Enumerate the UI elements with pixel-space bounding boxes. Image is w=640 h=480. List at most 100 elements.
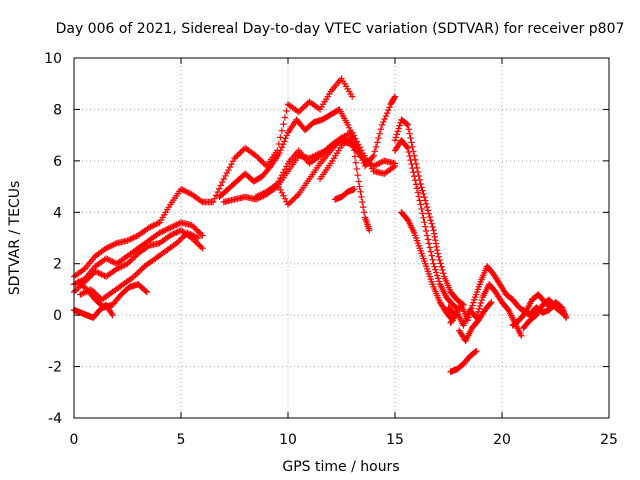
data-point [281, 195, 289, 202]
data-point [366, 227, 373, 234]
data-point [167, 232, 174, 239]
data-point [112, 240, 119, 248]
data-point [357, 188, 364, 195]
data-point [225, 166, 232, 174]
data-point [73, 285, 81, 293]
data-point [427, 248, 434, 255]
data-point [171, 222, 179, 229]
data-point [131, 233, 139, 241]
data-point [193, 226, 200, 233]
data-point [147, 223, 154, 231]
data-point [179, 234, 187, 241]
series-arc-1 [70, 75, 356, 280]
data-point [105, 256, 113, 264]
data-point [433, 269, 440, 276]
axes-layer [73, 57, 610, 419]
data-point [178, 235, 185, 242]
data-point [173, 239, 180, 247]
data-point [176, 237, 183, 244]
data-point [439, 266, 446, 274]
series-arc-22 [520, 296, 566, 332]
data-point [408, 139, 415, 146]
data-point [119, 262, 127, 270]
data-point [287, 198, 295, 205]
data-point [395, 125, 402, 132]
data-point [422, 227, 430, 235]
data-point [105, 243, 113, 251]
data-point [434, 275, 442, 282]
data-point [378, 159, 385, 166]
x-tick-label: 0 [70, 432, 79, 448]
data-point [277, 134, 284, 141]
data-point [433, 246, 441, 254]
data-point [406, 130, 413, 137]
data-point [435, 253, 442, 260]
data-point [349, 140, 357, 148]
data-point [477, 299, 485, 307]
data-point [352, 159, 360, 166]
data-point [108, 310, 115, 317]
data-point [279, 141, 287, 148]
data-point [258, 158, 266, 165]
data-point [407, 134, 414, 142]
data-point [319, 149, 327, 156]
data-point [277, 174, 284, 182]
data-point [174, 220, 182, 228]
data-point [96, 270, 104, 277]
series-arc-10 [274, 134, 367, 188]
data-point [418, 205, 425, 213]
data-point [258, 190, 266, 198]
data-point [151, 221, 159, 228]
y-axis-label: SDTVAR / TECUs [7, 181, 23, 296]
data-point [488, 299, 495, 306]
data-point [113, 265, 120, 273]
data-point [381, 115, 388, 123]
data-point [391, 94, 398, 101]
data-point [429, 256, 436, 263]
data-point [182, 188, 189, 195]
data-point [102, 255, 110, 262]
data-point [144, 243, 151, 251]
data-point [382, 112, 390, 120]
series-arc-18 [447, 347, 480, 375]
data-point [153, 220, 160, 228]
data-point [371, 148, 379, 155]
data-point [374, 160, 382, 167]
data-point [428, 252, 435, 259]
data-point [190, 223, 197, 230]
data-point [394, 128, 401, 135]
x-axis-label: GPS time / hours [282, 459, 399, 475]
data-point [487, 300, 494, 307]
data-point [254, 153, 261, 161]
data-point [375, 134, 382, 142]
data-point [426, 213, 434, 221]
data-point [211, 195, 218, 202]
data-point [423, 232, 431, 239]
data-point [127, 257, 134, 264]
data-point [424, 207, 432, 214]
data-point [377, 126, 385, 133]
data-point [376, 130, 383, 137]
data-point [437, 260, 444, 267]
y-tick-label: 2 [53, 257, 62, 273]
series-arc-14 [391, 137, 463, 314]
data-point [109, 242, 116, 249]
data-point [196, 229, 203, 236]
data-point [316, 152, 324, 159]
data-point [173, 229, 180, 236]
data-point [422, 197, 429, 204]
data-point [95, 293, 102, 300]
data-point [359, 198, 366, 206]
data-point [217, 182, 224, 189]
data-point [197, 197, 205, 205]
data-point [371, 162, 379, 169]
data-point [345, 130, 353, 138]
x-tick-label: 10 [279, 432, 297, 448]
data-point [132, 271, 139, 279]
data-point [79, 266, 87, 274]
data-point [369, 153, 376, 161]
data-point [411, 173, 418, 180]
data-point [170, 230, 177, 238]
data-point [283, 132, 290, 139]
series-arc-7 [216, 93, 399, 201]
